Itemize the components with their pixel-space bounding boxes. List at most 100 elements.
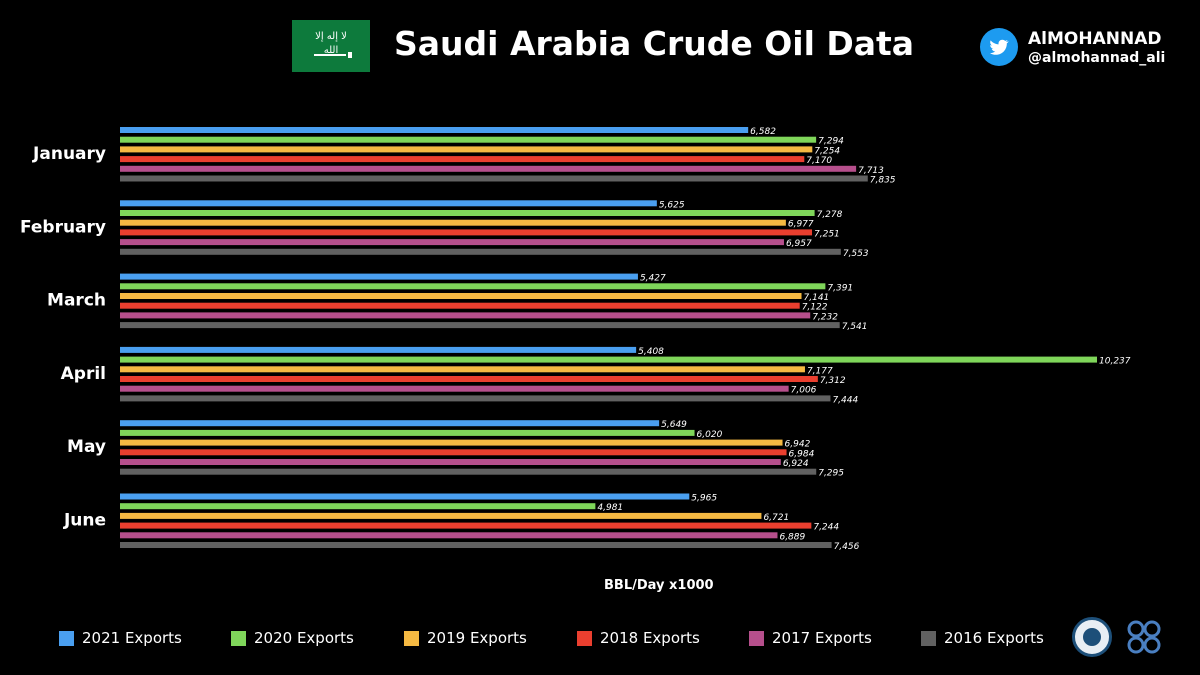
data-label: 6,924 — [783, 459, 809, 469]
bar — [120, 459, 781, 465]
month-label: January — [32, 144, 106, 164]
data-label: 4,981 — [597, 503, 623, 513]
bar — [120, 356, 1097, 363]
bar — [120, 165, 857, 172]
data-label: 6,020 — [697, 430, 723, 440]
legend-label: 2016 Exports — [944, 629, 1044, 647]
data-label: 7,254 — [814, 146, 840, 156]
bar — [120, 293, 802, 299]
data-label: 7,391 — [827, 283, 853, 293]
legend-item: 2021 Exports — [59, 626, 182, 650]
legend-label: 2019 Exports — [427, 629, 527, 647]
legend-item: 2017 Exports — [749, 626, 872, 650]
data-label: 7,294 — [818, 137, 844, 147]
month-label: February — [20, 217, 106, 237]
sword-icon — [314, 52, 352, 58]
legend-item: 2018 Exports — [577, 626, 700, 650]
data-label: 7,541 — [842, 322, 868, 332]
legend-item: 2016 Exports — [921, 626, 1044, 650]
data-label: 6,721 — [763, 513, 789, 523]
chart-title: Saudi Arabia Crude Oil Data — [394, 24, 915, 63]
legend-swatch — [59, 630, 74, 646]
legend-swatch — [404, 630, 419, 646]
month-label: June — [63, 511, 106, 531]
handle-name: AlMOHANNAD — [1028, 29, 1162, 49]
bar — [120, 346, 637, 353]
bar — [120, 283, 826, 290]
legend-label: 2021 Exports — [82, 629, 182, 647]
legend-swatch — [231, 630, 246, 646]
data-label: 7,312 — [820, 376, 846, 386]
flag-script-text: لا إله إلا الله — [315, 31, 348, 56]
legend: 2021 Exports 2020 Exports 2019 Exports 2018… — [0, 626, 1060, 650]
bar — [120, 512, 762, 519]
data-label: 7,232 — [812, 312, 838, 322]
data-label: 6,889 — [779, 532, 805, 542]
bar — [120, 366, 805, 373]
bar — [120, 248, 841, 255]
legend-label: 2017 Exports — [772, 629, 872, 647]
x-axis-label: BBL/Day x1000 — [604, 578, 714, 593]
bar — [120, 376, 818, 382]
bar — [120, 542, 832, 548]
data-label: 7,170 — [806, 156, 832, 166]
bar — [120, 439, 783, 446]
bar — [120, 229, 813, 236]
data-label: 10,237 — [1099, 357, 1131, 367]
legend-swatch — [749, 630, 764, 646]
saudi-flag: لا إله إلا الله — [292, 20, 370, 72]
data-label: 6,942 — [785, 440, 811, 450]
data-label: 7,141 — [804, 293, 830, 303]
bar — [120, 420, 660, 427]
bar — [120, 273, 638, 280]
legend-swatch — [921, 630, 936, 646]
bar — [120, 200, 657, 207]
data-label: 5,965 — [691, 494, 717, 504]
data-label: 7,553 — [843, 249, 869, 259]
month-label: May — [67, 437, 106, 457]
bar — [120, 322, 840, 329]
bar — [120, 385, 789, 392]
bar — [120, 136, 817, 143]
data-label: 7,278 — [817, 210, 843, 220]
data-label: 7,295 — [818, 469, 844, 479]
data-label: 7,444 — [832, 395, 858, 405]
bar — [120, 146, 813, 153]
data-label: 6,984 — [789, 449, 815, 459]
bar — [120, 175, 868, 182]
bar — [120, 219, 786, 226]
data-label: 5,408 — [638, 347, 664, 357]
data-label: 7,251 — [814, 229, 840, 239]
data-label: 7,006 — [791, 386, 817, 396]
bar — [120, 210, 815, 216]
twitter-bird-icon — [980, 28, 1018, 66]
legend-label: 2018 Exports — [600, 629, 700, 647]
data-label: 5,427 — [640, 274, 666, 284]
data-label: 7,713 — [858, 166, 884, 176]
bar — [120, 312, 811, 319]
data-label: 5,625 — [659, 200, 685, 210]
bar — [120, 493, 690, 500]
bar — [120, 156, 805, 163]
legend-item: 2020 Exports — [231, 626, 354, 650]
data-label: 7,456 — [834, 542, 860, 552]
bar — [120, 522, 812, 529]
bar — [120, 429, 695, 436]
bar — [120, 532, 778, 539]
bar — [120, 468, 817, 475]
data-label: 6,582 — [750, 127, 776, 137]
data-label: 6,977 — [788, 220, 814, 230]
bar — [120, 395, 831, 402]
legend-label: 2020 Exports — [254, 629, 354, 647]
bar — [120, 302, 800, 309]
opec-logo-icon — [1127, 620, 1161, 654]
data-label: 7,244 — [813, 523, 839, 533]
data-label: 7,122 — [802, 303, 828, 313]
month-label: March — [47, 291, 106, 311]
bar — [120, 503, 596, 510]
bar — [120, 449, 787, 456]
handle-at: @almohannad_ali — [1028, 50, 1166, 66]
legend-item: 2019 Exports — [404, 626, 527, 650]
bar — [120, 239, 784, 246]
